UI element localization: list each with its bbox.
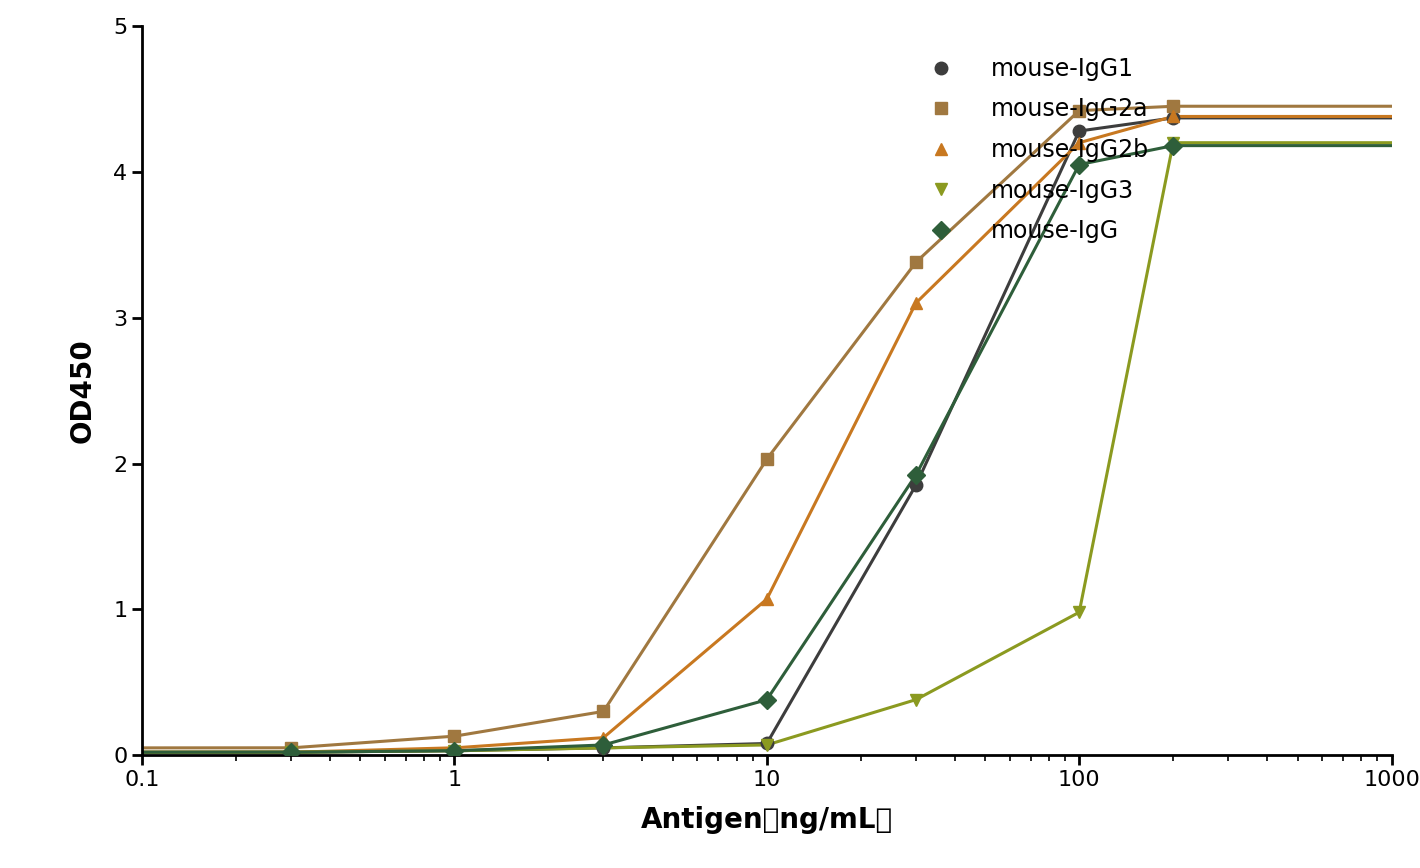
mouse-IgG1 [595,743,612,753]
mouse-IgG [283,747,300,758]
mouse-IgG [907,470,924,480]
Line: mouse-IgG: mouse-IgG [285,140,1180,759]
Y-axis label: OD450: OD450 [68,339,97,443]
Line: mouse-IgG3: mouse-IgG3 [285,136,1180,759]
mouse-IgG2b [446,743,463,753]
X-axis label: Antigen（ng/mL）: Antigen（ng/mL） [640,806,893,834]
Line: mouse-IgG1: mouse-IgG1 [285,112,1180,759]
Line: mouse-IgG2a: mouse-IgG2a [285,100,1180,754]
mouse-IgG2a [907,257,924,267]
mouse-IgG3 [283,747,300,758]
mouse-IgG2b [907,298,924,308]
Legend: mouse-IgG1, mouse-IgG2a, mouse-IgG2b, mouse-IgG3, mouse-IgG: mouse-IgG1, mouse-IgG2a, mouse-IgG2b, mo… [903,45,1162,255]
mouse-IgG1 [283,747,300,758]
mouse-IgG2b [1164,111,1181,122]
mouse-IgG2b [1071,137,1088,148]
mouse-IgG2a [283,743,300,753]
mouse-IgG2a [758,454,775,464]
mouse-IgG2b [595,733,612,743]
mouse-IgG [446,746,463,756]
mouse-IgG3 [1071,607,1088,617]
mouse-IgG1 [1071,126,1088,136]
mouse-IgG2b [758,594,775,604]
mouse-IgG1 [1164,113,1181,123]
mouse-IgG [758,694,775,705]
mouse-IgG1 [907,480,924,490]
mouse-IgG2a [1164,101,1181,111]
mouse-IgG2a [595,707,612,717]
mouse-IgG [595,740,612,750]
mouse-IgG [1071,160,1088,170]
mouse-IgG2a [446,731,463,741]
mouse-IgG2b [283,747,300,758]
mouse-IgG2a [1071,105,1088,115]
mouse-IgG3 [1164,137,1181,148]
mouse-IgG [1164,141,1181,151]
Line: mouse-IgG2b: mouse-IgG2b [285,110,1180,759]
mouse-IgG3 [446,746,463,756]
mouse-IgG3 [595,743,612,753]
mouse-IgG3 [758,740,775,750]
mouse-IgG1 [758,739,775,749]
mouse-IgG3 [907,694,924,705]
mouse-IgG1 [446,746,463,756]
